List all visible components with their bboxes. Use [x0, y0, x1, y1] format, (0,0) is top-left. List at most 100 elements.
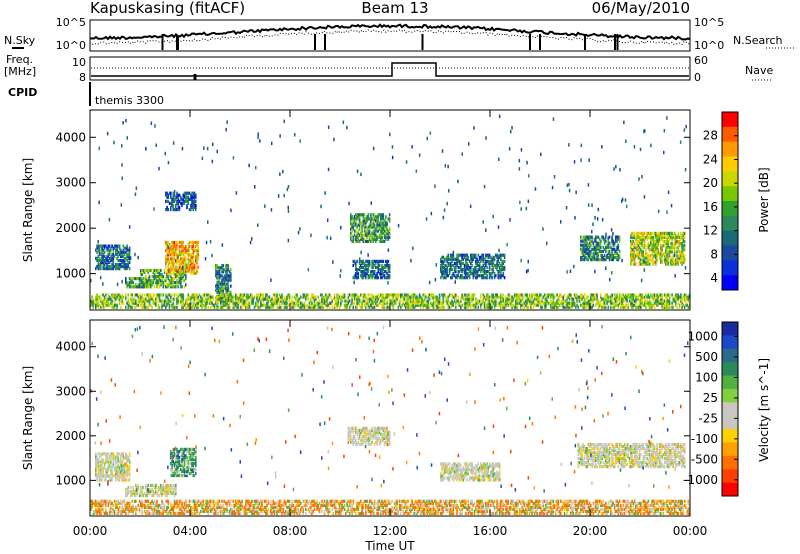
data-cell: [538, 297, 541, 301]
data-cell: [582, 237, 585, 241]
data-cell: [125, 472, 127, 476]
data-cell: [423, 293, 426, 297]
data-cell: [123, 252, 126, 256]
data-cell: [146, 293, 148, 297]
data-cell: [166, 199, 168, 203]
data-cell: [367, 301, 370, 305]
data-cell: [663, 299, 666, 303]
data-cell: [100, 267, 102, 271]
data-cell: [167, 257, 170, 261]
data-cell: [355, 265, 357, 270]
data-cell: [181, 305, 183, 309]
data-cell: [551, 301, 553, 305]
data-cell: [371, 305, 373, 309]
data-cell: [536, 303, 538, 307]
data-cell: [475, 265, 477, 270]
data-cell: [502, 272, 505, 276]
data-cell: [362, 261, 365, 265]
data-cell: [606, 299, 608, 303]
data-cell: [405, 301, 407, 305]
data-cell: [165, 208, 167, 212]
data-cell: [355, 235, 357, 239]
data-cell: [110, 267, 112, 271]
data-cell: [168, 267, 171, 271]
data-cell: [450, 305, 452, 309]
data-cell: [666, 301, 668, 305]
data-cell: [218, 297, 221, 301]
data-cell: [192, 297, 195, 301]
colorbar-tick-label: 12: [703, 224, 718, 238]
data-cell: [225, 301, 227, 305]
data-cell: [110, 472, 112, 476]
data-cell: [562, 295, 565, 299]
data-cell: [682, 258, 685, 262]
data-cell: [282, 169, 284, 174]
data-cell: [148, 489, 151, 494]
data-cell: [418, 301, 421, 305]
data-cell: [480, 305, 482, 309]
data-cell: [272, 305, 275, 309]
data-cell: [581, 293, 583, 297]
data-cell: [137, 277, 140, 281]
data-cell: [610, 228, 613, 232]
data-cell: [121, 250, 123, 254]
data-cell: [148, 301, 151, 305]
data-cell: [123, 267, 126, 271]
data-cell: [636, 231, 638, 235]
data-cell: [460, 276, 462, 280]
data-cell: [376, 259, 378, 263]
data-cell: [125, 293, 127, 297]
data-cell: [362, 299, 365, 303]
data-cell: [230, 295, 232, 299]
data-cell: [613, 247, 616, 251]
data-cell: [320, 293, 322, 297]
data-cell: [467, 303, 470, 307]
data-cell: [167, 283, 170, 287]
data-cell: [500, 268, 502, 272]
data-cell: [615, 239, 617, 243]
data-cell: [190, 255, 192, 259]
data-cell: [651, 235, 653, 240]
data-cell: [140, 487, 142, 492]
data-cell: [672, 260, 675, 264]
data-cell: [666, 240, 668, 244]
data-cell: [453, 268, 456, 272]
power-y-axis-label: Slant Range [km]: [21, 158, 35, 262]
data-cell: [555, 301, 557, 305]
data-cell: [680, 295, 682, 299]
data-cell: [643, 256, 646, 260]
data-cell: [96, 474, 98, 478]
data-cell: [142, 270, 145, 275]
data-cell: [356, 225, 358, 229]
data-cell: [363, 270, 366, 274]
data-cell: [116, 244, 118, 248]
data-cell: [312, 303, 315, 307]
data-cell: [670, 246, 672, 250]
data-cell: [328, 301, 331, 305]
data-cell: [468, 259, 471, 263]
data-cell: [478, 255, 481, 259]
data-cell: [581, 303, 583, 307]
data-cell: [225, 288, 227, 292]
data-cell: [371, 265, 373, 270]
data-cell: [520, 258, 522, 263]
data-cell: [633, 299, 636, 303]
data-cell: [185, 305, 187, 309]
data-cell: [472, 268, 475, 272]
data-cell: [307, 305, 310, 309]
data-cell: [447, 164, 449, 169]
colorbar-swatch: [722, 171, 738, 187]
data-cell: [580, 255, 582, 260]
data-cell: [403, 297, 406, 301]
data-cell: [371, 233, 373, 237]
data-cell: [470, 265, 472, 270]
data-cell: [497, 295, 500, 299]
data-cell: [482, 299, 485, 303]
data-cell: [470, 261, 472, 265]
data-cell: [540, 293, 542, 297]
data-cell: [182, 201, 185, 205]
data-cell: [668, 254, 671, 258]
data-cell: [640, 301, 642, 305]
data-cell: [390, 301, 392, 305]
data-cell: [596, 297, 598, 301]
